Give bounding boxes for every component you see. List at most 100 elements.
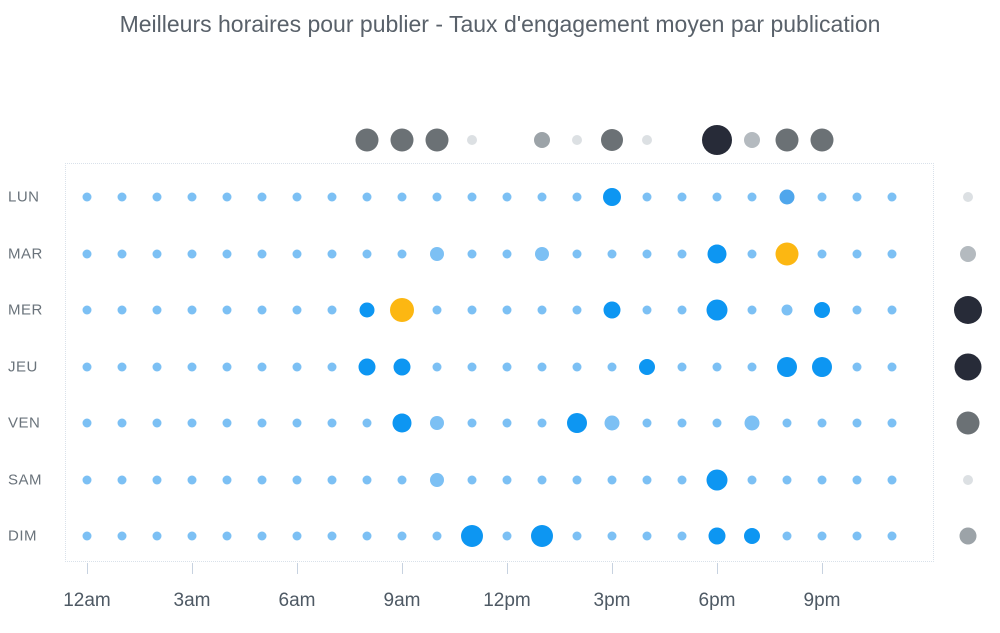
dot-mar-h23[interactable] <box>887 249 897 258</box>
dot-jeu-h20[interactable] <box>777 356 797 377</box>
dot-dim-h19[interactable] <box>744 528 760 544</box>
dot-sam-h6[interactable] <box>292 475 302 484</box>
dot-mer-h4[interactable] <box>222 305 232 315</box>
dot-ven-h0[interactable] <box>82 418 92 428</box>
dot-jeu-h18[interactable] <box>712 362 722 371</box>
dot-sam-h16[interactable] <box>642 475 652 484</box>
dot-sam-h13[interactable] <box>537 475 547 484</box>
dot-mar-h4[interactable] <box>222 249 232 258</box>
dot-ven-h11[interactable] <box>467 418 477 428</box>
dot-mer-h0[interactable] <box>82 305 92 315</box>
dot-jeu-h16[interactable] <box>639 358 655 375</box>
dot-jeu-h12[interactable] <box>502 362 512 371</box>
dot-dim-h0[interactable] <box>82 531 92 541</box>
dot-sam-h21[interactable] <box>817 475 827 484</box>
dot-mar-h2[interactable] <box>152 249 162 258</box>
dot-dim-h4[interactable] <box>222 531 232 541</box>
dot-lun-h10[interactable] <box>432 192 442 202</box>
dot-dim-h6[interactable] <box>292 531 302 541</box>
summary-dot-hour-19[interactable] <box>744 132 760 148</box>
dot-dim-h11[interactable] <box>461 525 483 547</box>
dot-sam-h20[interactable] <box>782 475 792 484</box>
dot-jeu-h3[interactable] <box>187 362 197 371</box>
dot-lun-h11[interactable] <box>467 192 477 202</box>
dot-dim-h23[interactable] <box>887 531 897 541</box>
dot-lun-h18[interactable] <box>712 192 722 202</box>
dot-ven-h22[interactable] <box>852 418 862 428</box>
dot-dim-h14[interactable] <box>572 531 582 541</box>
dot-sam-h22[interactable] <box>852 475 862 484</box>
dot-mar-h5[interactable] <box>257 249 267 258</box>
dot-jeu-h15[interactable] <box>607 362 617 371</box>
dot-lun-h0[interactable] <box>82 192 92 202</box>
dot-dim-h10[interactable] <box>432 531 442 541</box>
dot-lun-h9[interactable] <box>397 192 407 202</box>
dot-sam-h11[interactable] <box>467 475 477 484</box>
dot-mer-h17[interactable] <box>677 305 687 315</box>
dot-sam-h10[interactable] <box>430 472 444 487</box>
dot-lun-h15[interactable] <box>603 188 621 206</box>
dot-jeu-h5[interactable] <box>257 362 267 371</box>
dot-sam-h15[interactable] <box>607 475 617 484</box>
dot-jeu-h22[interactable] <box>852 362 862 371</box>
dot-mar-h16[interactable] <box>642 249 652 258</box>
dot-lun-h19[interactable] <box>747 192 757 202</box>
dot-jeu-h0[interactable] <box>82 362 92 371</box>
dot-sam-h8[interactable] <box>362 475 372 484</box>
dot-dim-h15[interactable] <box>607 531 617 541</box>
summary-dot-hour-21[interactable] <box>810 128 834 152</box>
dot-ven-h20[interactable] <box>782 418 792 428</box>
dot-ven-h4[interactable] <box>222 418 232 428</box>
dot-dim-h1[interactable] <box>117 531 127 541</box>
dot-mar-h8[interactable] <box>362 249 372 258</box>
summary-dot-hour-8[interactable] <box>355 128 379 152</box>
dot-sam-h23[interactable] <box>887 475 897 484</box>
dot-dim-h3[interactable] <box>187 531 197 541</box>
dot-dim-h22[interactable] <box>852 531 862 541</box>
dot-mer-h8[interactable] <box>359 302 375 318</box>
dot-sam-h2[interactable] <box>152 475 162 484</box>
dot-ven-h1[interactable] <box>117 418 127 428</box>
dot-ven-h14[interactable] <box>567 413 587 433</box>
dot-ven-h13[interactable] <box>537 418 547 428</box>
dot-mer-h15[interactable] <box>603 301 621 319</box>
summary-dot-day-mer[interactable] <box>954 296 982 324</box>
dot-lun-h8[interactable] <box>362 192 372 202</box>
dot-dim-h13[interactable] <box>531 525 553 547</box>
dot-mer-h19[interactable] <box>747 305 757 315</box>
dot-ven-h6[interactable] <box>292 418 302 428</box>
dot-mar-h1[interactable] <box>117 249 127 258</box>
dot-mar-h19[interactable] <box>747 249 757 258</box>
dot-lun-h7[interactable] <box>327 192 337 202</box>
dot-dim-h7[interactable] <box>327 531 337 541</box>
dot-mer-h9[interactable] <box>390 298 414 322</box>
dot-dim-h16[interactable] <box>642 531 652 541</box>
dot-dim-h5[interactable] <box>257 531 267 541</box>
dot-mar-h3[interactable] <box>187 249 197 258</box>
dot-mer-h7[interactable] <box>327 305 337 315</box>
dot-jeu-h17[interactable] <box>677 362 687 371</box>
dot-mer-h12[interactable] <box>502 305 512 315</box>
dot-sam-h1[interactable] <box>117 475 127 484</box>
dot-ven-h12[interactable] <box>502 418 512 428</box>
dot-mar-h6[interactable] <box>292 249 302 258</box>
dot-ven-h5[interactable] <box>257 418 267 428</box>
dot-mar-h10[interactable] <box>430 246 444 261</box>
summary-dot-day-lun[interactable] <box>963 192 973 202</box>
dot-dim-h18[interactable] <box>708 527 726 545</box>
dot-lun-h6[interactable] <box>292 192 302 202</box>
dot-jeu-h9[interactable] <box>393 358 411 375</box>
dot-ven-h7[interactable] <box>327 418 337 428</box>
dot-mer-h1[interactable] <box>117 305 127 315</box>
dot-mer-h5[interactable] <box>257 305 267 315</box>
dot-jeu-h4[interactable] <box>222 362 232 371</box>
dot-lun-h13[interactable] <box>537 192 547 202</box>
summary-dot-hour-11[interactable] <box>467 135 477 145</box>
dot-jeu-h10[interactable] <box>432 362 442 371</box>
dot-jeu-h23[interactable] <box>887 362 897 371</box>
dot-lun-h20[interactable] <box>779 189 795 205</box>
dot-mar-h15[interactable] <box>607 249 617 258</box>
dot-ven-h21[interactable] <box>817 418 827 428</box>
dot-sam-h17[interactable] <box>677 475 687 484</box>
dot-mer-h11[interactable] <box>467 305 477 315</box>
